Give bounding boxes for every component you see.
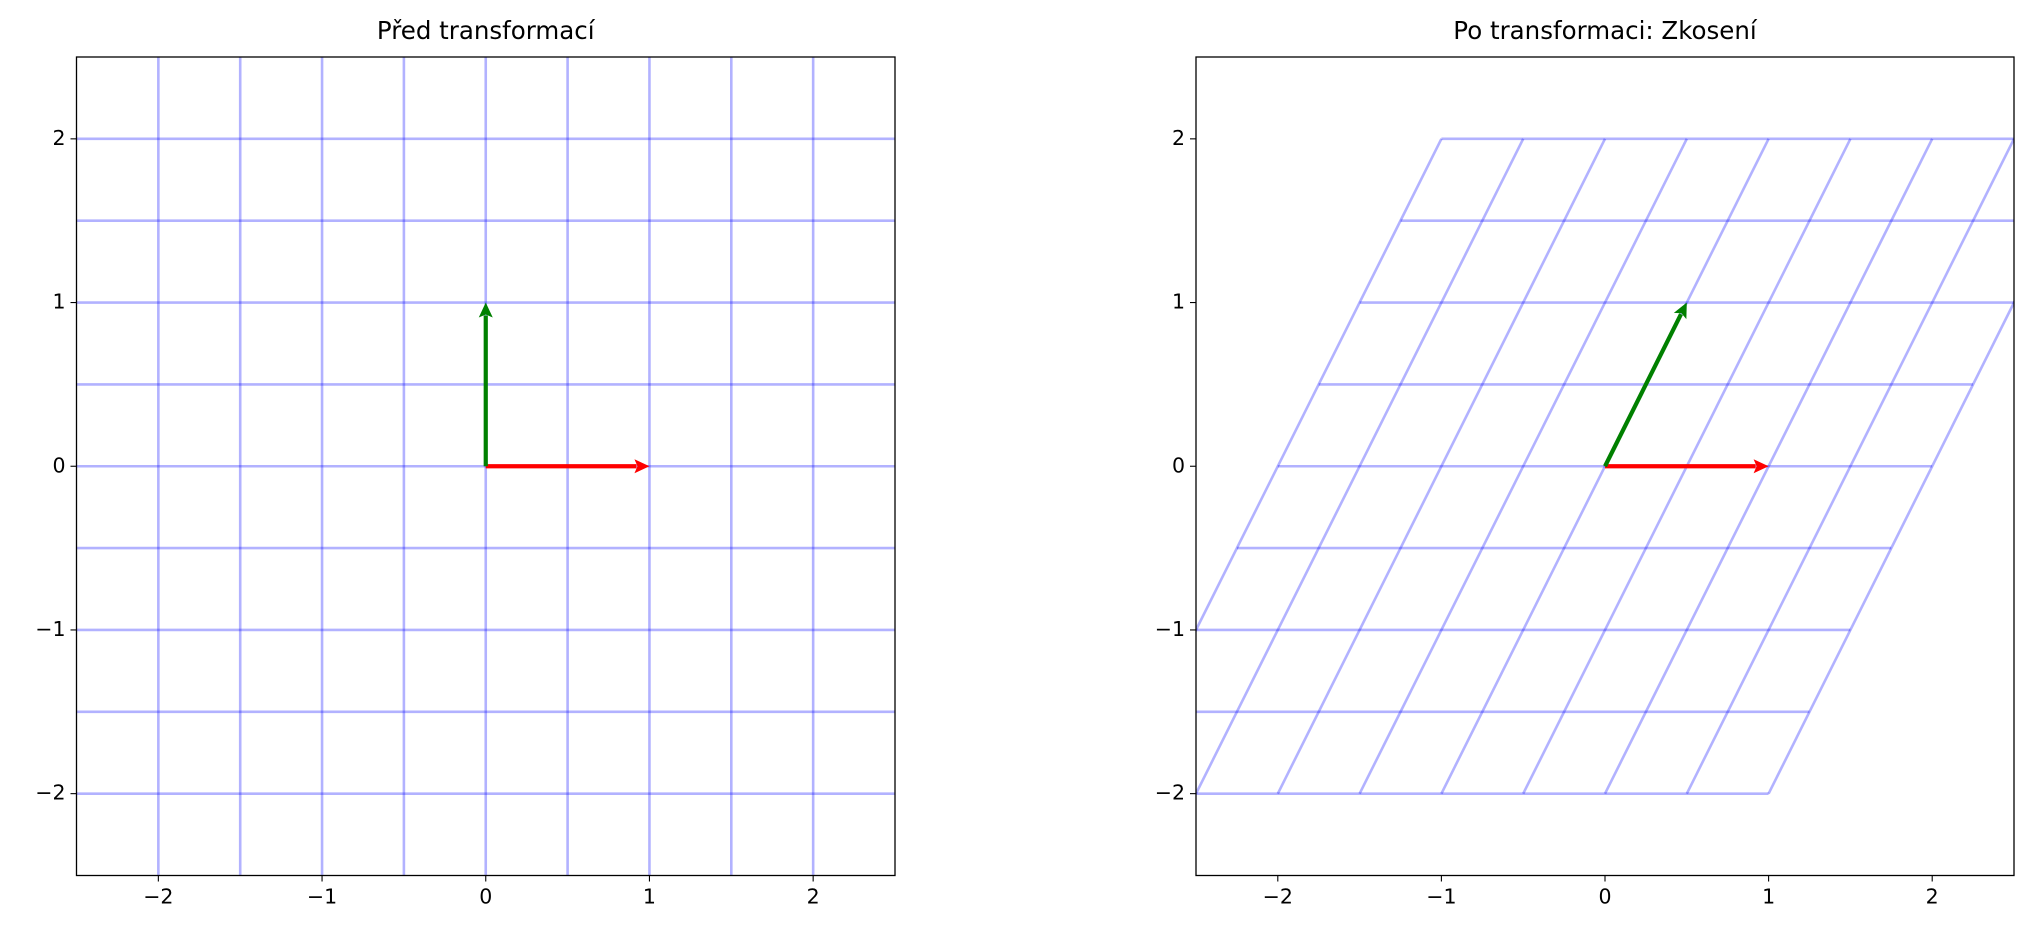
vector-shaft (1603, 313, 1683, 468)
x-tick-label: 1 (1762, 885, 1775, 909)
x-tick-label: 2 (1926, 885, 1939, 909)
vector-head (634, 459, 650, 474)
x-tick-label: −2 (143, 885, 173, 909)
grid-line (1196, 138, 1443, 633)
x-tick-label: −2 (1263, 885, 1293, 909)
vector-arrow (1603, 302, 1687, 468)
x-tick-label: 2 (807, 885, 820, 909)
y-tick-label: −2 (1155, 781, 1185, 805)
vector-arrow (485, 459, 650, 474)
y-tick-label: −1 (35, 617, 65, 641)
x-tick-label: −1 (307, 885, 337, 909)
x-tick-label: 0 (1598, 885, 1611, 909)
x-tick-label: −1 (1426, 885, 1456, 909)
y-tick-label: 2 (1172, 126, 1185, 150)
y-tick-label: 1 (1172, 290, 1185, 314)
plot-area (76, 57, 895, 876)
x-tick-label: 0 (479, 885, 492, 909)
subplot: −2 −1 0 1 2 −2 −1 0 1 2 Po transformaci: Zkosení (1155, 16, 2015, 909)
grid-line (1358, 138, 1688, 795)
vector-head (1673, 302, 1687, 320)
y-tick-label: 0 (52, 453, 65, 477)
vector-arrow (478, 302, 493, 467)
y-tick-label: 2 (52, 126, 65, 150)
y-tick-label: −2 (35, 781, 65, 805)
vector-head (1753, 459, 1769, 474)
grid-line (1767, 299, 2014, 795)
y-tick-label: 0 (1172, 453, 1185, 477)
grid-line (1276, 138, 1607, 795)
chart-title: Po transformaci: Zkosení (1453, 16, 1758, 45)
chart-title: Před transformací (377, 16, 596, 45)
plot-area (1196, 137, 2014, 795)
grid-line (1685, 138, 2014, 795)
vector-head (478, 302, 493, 318)
x-tick-label: 1 (643, 885, 656, 909)
grid-line (1196, 138, 1525, 795)
vector-arrow (1605, 459, 1769, 474)
y-tick-label: 1 (52, 290, 65, 314)
subplot: −2 −1 0 1 2 −2 −1 0 1 2 Před transformací (35, 16, 896, 909)
y-tick-label: −1 (1155, 617, 1185, 641)
